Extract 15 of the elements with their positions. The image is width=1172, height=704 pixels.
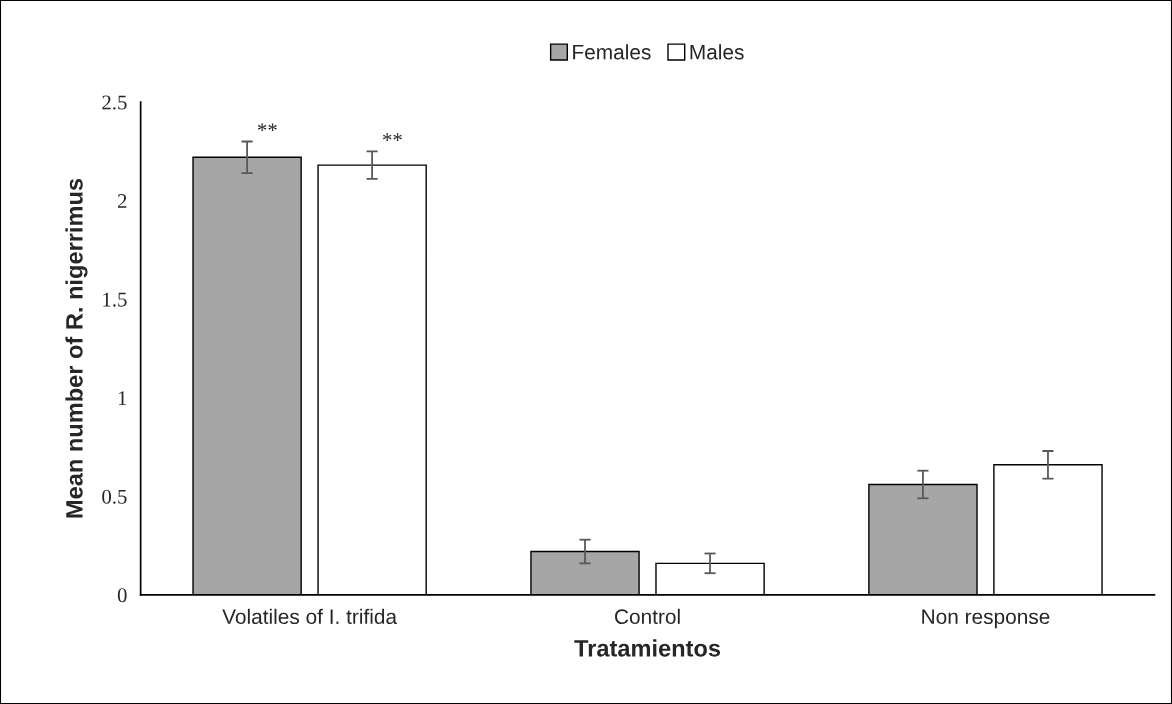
y-tick-label: 0.5 <box>102 489 127 504</box>
x-tick-label: Volatiles of I. trifida <box>222 608 398 625</box>
x-tick-label: Non response <box>922 609 1050 629</box>
y-tick-label: 1 <box>118 391 127 405</box>
y-axis-title: Mean number of R. nigerrimus <box>65 178 88 518</box>
x-tick-label: Control <box>615 608 680 625</box>
data-label: ** <box>383 133 402 141</box>
y-tick-label: 1.5 <box>103 292 127 307</box>
legend-label: Males <box>690 44 744 60</box>
data-label: ** <box>257 123 277 132</box>
y-tick-label: 0 <box>117 588 127 603</box>
x-axis-title: Tratamientos <box>574 639 721 657</box>
legend-label: Females <box>573 44 651 60</box>
y-tick-label: 2.5 <box>102 95 127 110</box>
y-tick-label: 2 <box>117 194 127 208</box>
